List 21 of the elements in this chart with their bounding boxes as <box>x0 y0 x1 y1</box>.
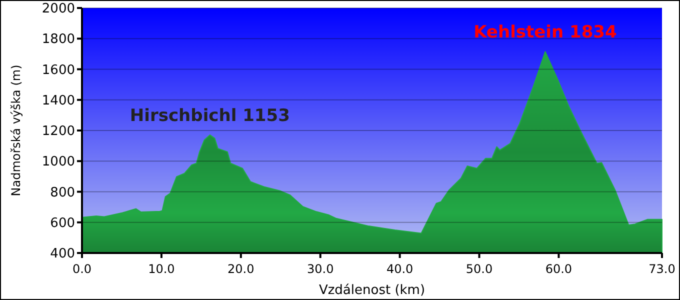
y-tick-label: 1600 <box>42 62 75 78</box>
y-tick-label: 600 <box>50 216 75 231</box>
x-tick-label: 40.0 <box>386 262 414 276</box>
x-tick-label: 73.0 <box>648 262 676 276</box>
y-tick-label: 800 <box>50 185 75 200</box>
y-tick-label: 1800 <box>42 32 75 48</box>
x-tick-label: 50.0 <box>466 262 493 276</box>
y-tick-label: 400 <box>50 246 75 262</box>
x-tick-label: 60.0 <box>545 262 572 276</box>
x-axis-title: Vzdálenost (km) <box>318 283 426 298</box>
x-tick-label: 0.0 <box>72 262 92 276</box>
y-tick-label: 1200 <box>42 124 75 140</box>
x-tick-label: 10.0 <box>148 262 175 276</box>
y-tick-label: 2000 <box>42 2 75 17</box>
y-tick-label: 1400 <box>42 93 75 108</box>
x-tick-label: 20.0 <box>228 262 254 276</box>
y-tick-label: 1000 <box>42 154 75 170</box>
annotation: Kehlstein 1834 <box>474 22 618 43</box>
x-tick-label: 30.0 <box>306 262 334 276</box>
annotation: Hirschbichl 1153 <box>130 106 290 126</box>
y-axis-title: Nadmořská výška (m) <box>9 64 23 196</box>
